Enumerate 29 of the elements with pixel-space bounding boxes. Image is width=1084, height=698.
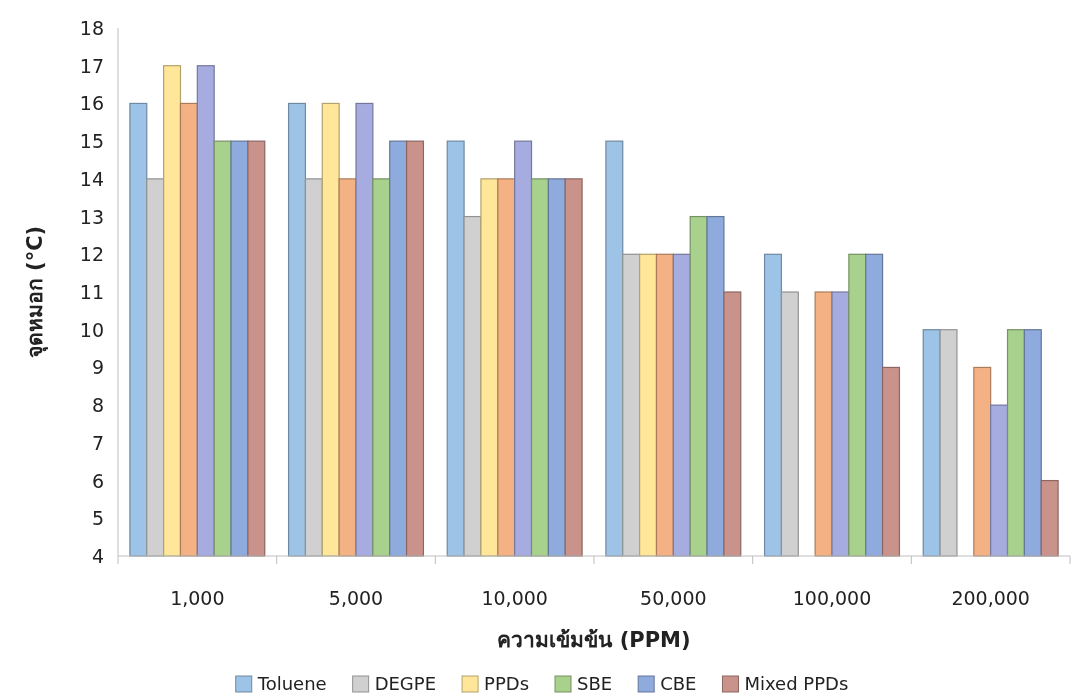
y-tick-label: 16: [79, 92, 104, 115]
y-tick-label: 7: [91, 431, 104, 454]
x-tick-label: 10,000: [481, 587, 548, 609]
y-tick-label: 10: [79, 318, 104, 341]
legend-label: SBE: [577, 673, 613, 694]
y-tick-label: 12: [79, 243, 104, 266]
y-tick-label: 18: [79, 17, 104, 39]
y-axis-title: จุดหมอก (°C): [23, 225, 49, 359]
legend-label: CBE: [660, 673, 697, 694]
x-tick-label: 200,000: [951, 587, 1030, 609]
x-tick-label: 100,000: [792, 587, 872, 609]
legend-label: Mixed PPDs: [744, 673, 849, 694]
y-tick-label: 8: [91, 394, 104, 417]
y-tick-label: 15: [79, 130, 104, 153]
x-tick-label: 1,000: [170, 587, 225, 609]
legend-label: PPDs: [484, 673, 530, 694]
y-tick-label: 17: [79, 54, 104, 77]
y-tick-label: 14: [79, 167, 104, 190]
legend-label: DEGPE: [374, 673, 437, 694]
y-tick-label: 6: [91, 469, 104, 492]
y-tick-label: 11: [79, 281, 104, 303]
legend-label: Toluene: [256, 673, 327, 694]
x-axis-title: ความเข้มข้น (PPM): [497, 628, 691, 652]
x-tick-label: 5,000: [328, 587, 384, 609]
y-tick-label: 5: [91, 507, 104, 530]
x-tick-label: 50,000: [640, 587, 707, 609]
y-tick-label: 13: [79, 205, 104, 228]
y-tick-label: 9: [91, 356, 104, 379]
y-tick-label: 4: [91, 545, 104, 567]
